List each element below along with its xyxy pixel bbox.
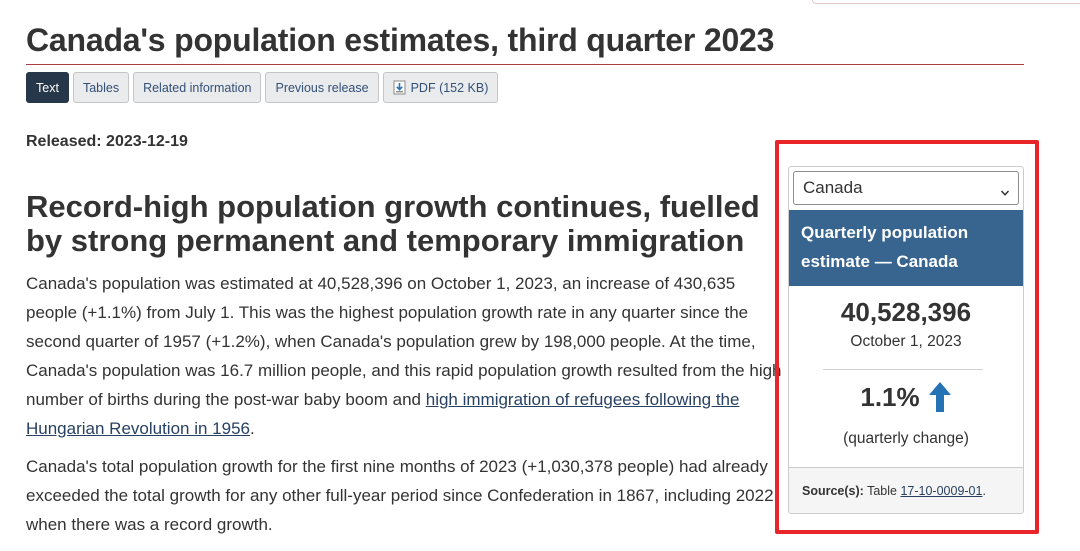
tab-related-information-label: Related information [143, 80, 252, 95]
quarterly-change-label: (quarterly change) [843, 430, 969, 447]
tab-previous-release-label: Previous release [275, 80, 369, 95]
chevron-down-icon [1000, 183, 1010, 196]
tab-pdf-label: PDF (152 KB) [410, 80, 489, 95]
geography-select-value: Canada [803, 178, 863, 197]
hungarian-revolution-link[interactable]: high immigration of refugees following t… [26, 390, 740, 438]
title-divider [26, 64, 1024, 65]
stat-divider [823, 369, 983, 370]
panel-heading: Quarterly population estimate — Canada [789, 210, 1023, 286]
tab-tables[interactable]: Tables [72, 72, 130, 103]
article-paragraph-2: Canada's total population growth for the… [26, 457, 779, 534]
population-value: 40,528,396 [840, 297, 972, 327]
change-row: 1.1% [789, 381, 1023, 413]
article-headline: Record-high population growth continues,… [26, 189, 760, 258]
highlight-annotation [775, 140, 1039, 534]
release-date: Released: 2023-12-19 [26, 133, 188, 150]
arrow-up-icon [928, 381, 952, 413]
paragraph-1-end: . [250, 419, 255, 438]
page-title: Canada's population estimates, third qua… [26, 22, 775, 58]
source-text: Table [867, 484, 897, 498]
tab-pdf[interactable]: PDF (152 KB) [382, 72, 499, 103]
top-decoration [812, 0, 1080, 4]
source-table-link[interactable]: 17-10-0009-01 [900, 484, 983, 498]
release-tabs: Text Tables Related information Previous… [26, 72, 499, 103]
panel-source: Source(s): Table 17-10-0009-01. [789, 467, 1023, 513]
quarterly-change-value: 1.1% [860, 381, 920, 412]
tab-tables-label: Tables [82, 80, 120, 95]
population-panel: Canada Quarterly population estimate — C… [788, 166, 1024, 514]
population-date: October 1, 2023 [850, 333, 962, 350]
source-label: Source(s): [802, 484, 864, 498]
article-paragraph-1: Canada's population was estimated at 40,… [26, 269, 786, 443]
tab-previous-release[interactable]: Previous release [265, 72, 379, 103]
tab-text[interactable]: Text [26, 72, 69, 103]
tab-related-information[interactable]: Related information [133, 72, 262, 103]
paragraph-1-text: Canada's population was estimated at 40,… [26, 274, 782, 409]
source-end: . [982, 484, 986, 498]
pdf-download-icon [393, 80, 406, 95]
tab-text-label: Text [36, 80, 59, 95]
geography-select[interactable]: Canada [793, 171, 1019, 205]
